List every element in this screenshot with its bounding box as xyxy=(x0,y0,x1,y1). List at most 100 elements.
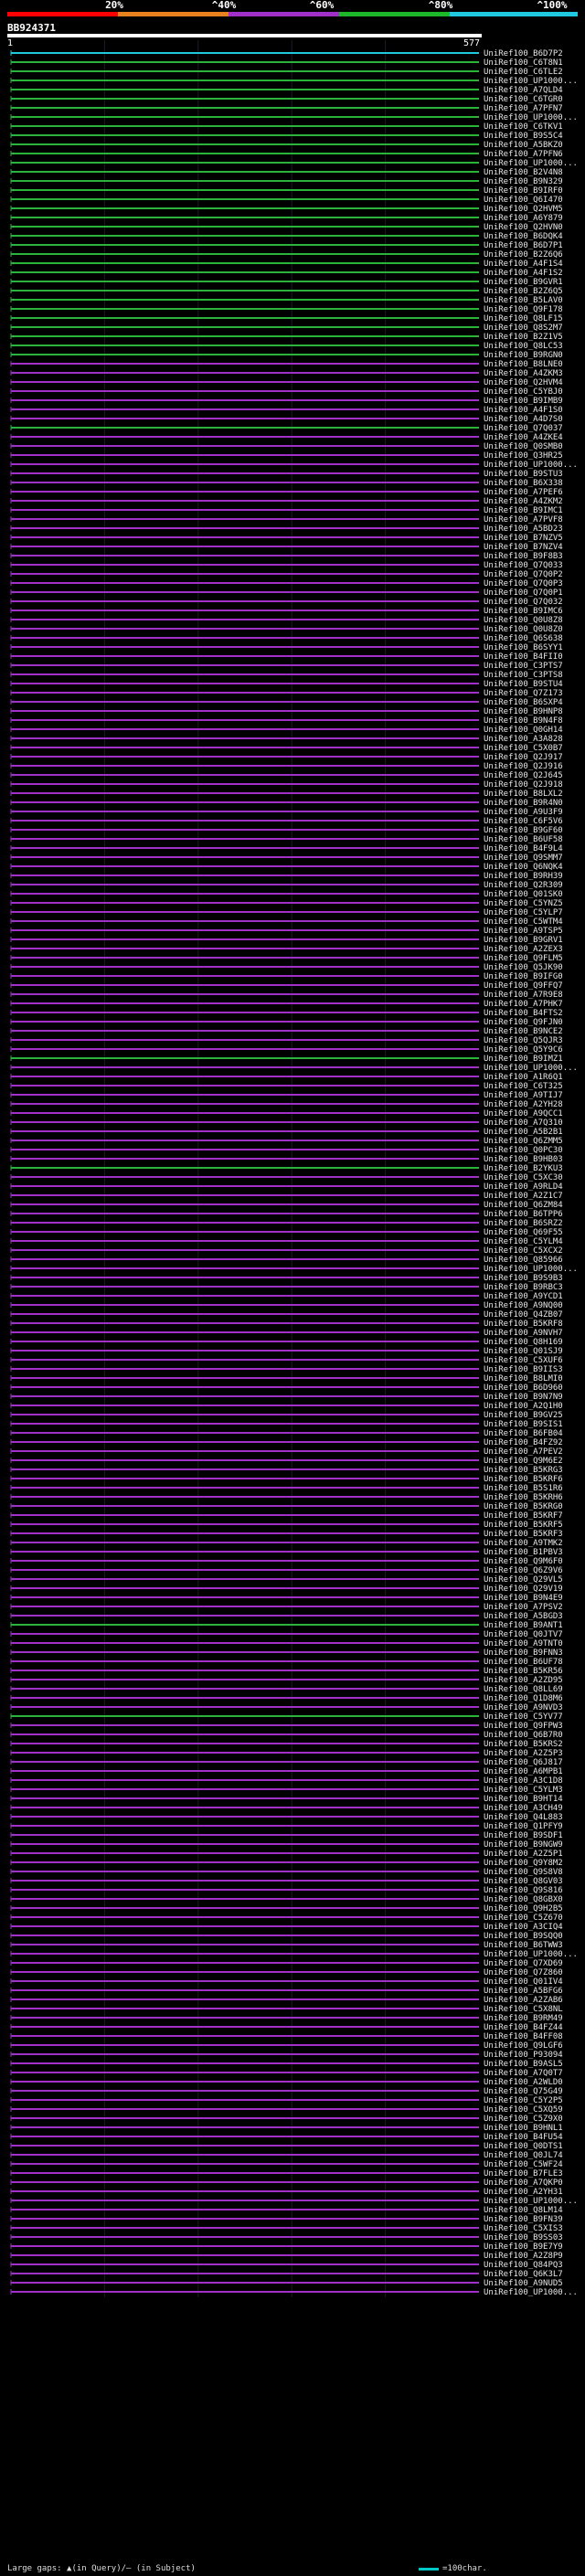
hit-label[interactable]: UniRef100_A7PSV2 xyxy=(484,1603,563,1612)
hit-label[interactable]: UniRef100_A5BFG6 xyxy=(484,1987,563,1996)
hit-label[interactable]: UniRef100_B9SS03 xyxy=(484,2233,563,2242)
hit-label[interactable]: UniRef100_Q0JL74 xyxy=(484,2151,563,2160)
hit-label[interactable]: UniRef100_B6D960 xyxy=(484,1383,563,1393)
hit-label[interactable]: UniRef100_Q6J817 xyxy=(484,1758,563,1767)
hit-label[interactable]: UniRef100_Q8S2M7 xyxy=(484,323,563,333)
hit-label[interactable]: UniRef100_A7Q0T7 xyxy=(484,2069,563,2078)
hit-label[interactable]: UniRef100_B9S9B3 xyxy=(484,1274,563,1283)
hit-label[interactable]: UniRef100_A5B2B1 xyxy=(484,1128,563,1137)
hit-label[interactable]: UniRef100_A9TMK2 xyxy=(484,1539,563,1548)
hit-label[interactable]: UniRef100_B5KRF7 xyxy=(484,1511,563,1521)
hit-label[interactable]: UniRef100_Q7Z173 xyxy=(484,689,563,698)
hit-label[interactable]: UniRef100_Q01SJ9 xyxy=(484,1347,563,1356)
hit-label[interactable]: UniRef100_A4F1S4 xyxy=(484,260,563,269)
hit-label[interactable]: UniRef100_Q8LC53 xyxy=(484,342,563,351)
hit-label[interactable]: UniRef100_A4ZKM2 xyxy=(484,497,563,506)
hit-label[interactable]: UniRef100_Q8LM14 xyxy=(484,2206,563,2215)
hit-label[interactable]: UniRef100_Q7Q0P1 xyxy=(484,588,563,598)
hit-label[interactable]: UniRef100_C6TGR0 xyxy=(484,95,563,104)
hit-label[interactable]: UniRef100_A3CH49 xyxy=(484,1804,563,1813)
hit-label[interactable]: UniRef100_A7PEF6 xyxy=(484,488,563,497)
hit-label[interactable]: UniRef100_B4F9L4 xyxy=(484,844,563,853)
hit-label[interactable]: UniRef100_B6DQK4 xyxy=(484,232,563,241)
hit-label[interactable]: UniRef100_B9RH39 xyxy=(484,872,563,881)
hit-label[interactable]: UniRef100_C5Z670 xyxy=(484,1913,563,1923)
hit-label[interactable]: UniRef100_B9HT14 xyxy=(484,1795,563,1804)
hit-label[interactable]: UniRef100_C5XIS3 xyxy=(484,2224,563,2233)
hit-label[interactable]: UniRef100_Q1D8M6 xyxy=(484,1694,563,1703)
hit-label[interactable]: UniRef100_B6TWW3 xyxy=(484,1941,563,1950)
hit-label[interactable]: UniRef100_B8LNE0 xyxy=(484,360,563,369)
hit-label[interactable]: UniRef100_A3A828 xyxy=(484,735,563,744)
hit-label[interactable]: UniRef100_Q9M6F0 xyxy=(484,1557,563,1566)
hit-label[interactable]: UniRef100_B9GF60 xyxy=(484,826,563,835)
hit-label[interactable]: UniRef100_Q0SMB0 xyxy=(484,442,563,451)
hit-label[interactable]: UniRef100_C5Y2P5 xyxy=(484,2096,563,2105)
hit-label[interactable]: UniRef100_Q5Y9C6 xyxy=(484,1045,563,1055)
hit-label[interactable]: UniRef100_Q6NQK4 xyxy=(484,863,563,872)
hit-label[interactable]: UniRef100_Q9FJN0 xyxy=(484,1018,563,1027)
hit-label[interactable]: UniRef100_B5KRF5 xyxy=(484,1521,563,1530)
hit-label[interactable]: UniRef100_A2Z8P9 xyxy=(484,2252,563,2261)
hit-label[interactable]: UniRef100_A7PFN6 xyxy=(484,150,563,159)
hit-label[interactable]: UniRef100_Q9LGF6 xyxy=(484,2041,563,2051)
hit-label[interactable]: UniRef100_Q7XD69 xyxy=(484,1959,563,1968)
hit-label[interactable]: UniRef100_B6X338 xyxy=(484,479,563,488)
hit-label[interactable]: UniRef100_A9U3F9 xyxy=(484,808,563,817)
hit-label[interactable]: UniRef100_B6UF58 xyxy=(484,835,563,844)
hit-label[interactable]: UniRef100_B7FLE3 xyxy=(484,2169,563,2178)
hit-label[interactable]: UniRef100_UP1000... xyxy=(484,1950,578,1959)
hit-label[interactable]: UniRef100_Q0PC30 xyxy=(484,1146,563,1155)
hit-label[interactable]: UniRef100_B9N4E9 xyxy=(484,1594,563,1603)
hit-label[interactable]: UniRef100_UP1000... xyxy=(484,2197,578,2206)
hit-label[interactable]: UniRef100_A7QKP0 xyxy=(484,2178,563,2188)
hit-label[interactable]: UniRef100_C5XUF6 xyxy=(484,1356,563,1365)
hit-label[interactable]: UniRef100_A4ZKE4 xyxy=(484,433,563,442)
hit-label[interactable]: UniRef100_A5BD23 xyxy=(484,525,563,534)
hit-label[interactable]: UniRef100_B9R4N0 xyxy=(484,799,563,808)
hit-label[interactable]: UniRef100_Q8GBX0 xyxy=(484,1895,563,1904)
hit-label[interactable]: UniRef100_B5KRF3 xyxy=(484,1530,563,1539)
hit-label[interactable]: UniRef100_B9IMC6 xyxy=(484,607,563,616)
hit-label[interactable]: UniRef100_C5YLM4 xyxy=(484,1237,563,1246)
hit-label[interactable]: UniRef100_B9N329 xyxy=(484,177,563,186)
hit-label[interactable]: UniRef100_Q2J917 xyxy=(484,753,563,762)
hit-label[interactable]: UniRef100_B8LMI0 xyxy=(484,1374,563,1383)
hit-label[interactable]: UniRef100_C5YLM3 xyxy=(484,1786,563,1795)
hit-label[interactable]: UniRef100_B4FF08 xyxy=(484,2032,563,2041)
hit-label[interactable]: UniRef100_B5S1R6 xyxy=(484,1484,563,1493)
hit-label[interactable]: UniRef100_B9SDF1 xyxy=(484,1831,563,1840)
hit-label[interactable]: UniRef100_A2YH31 xyxy=(484,2188,563,2197)
hit-label[interactable]: UniRef100_B9STU4 xyxy=(484,680,563,689)
hit-label[interactable]: UniRef100_Q0GH14 xyxy=(484,726,563,735)
hit-label[interactable]: UniRef100_B5LAV0 xyxy=(484,296,563,305)
hit-label[interactable]: UniRef100_Q6K3L7 xyxy=(484,2270,563,2279)
hit-label[interactable]: UniRef100_A2Z1C7 xyxy=(484,1192,563,1201)
hit-label[interactable]: UniRef100_Q9S8V8 xyxy=(484,1868,563,1877)
hit-label[interactable]: UniRef100_B6D7P1 xyxy=(484,241,563,250)
hit-label[interactable]: UniRef100_A5BGD3 xyxy=(484,1612,563,1621)
hit-label[interactable]: UniRef100_B9GV25 xyxy=(484,1411,563,1420)
hit-label[interactable]: UniRef100_B9E7Y9 xyxy=(484,2242,563,2252)
hit-label[interactable]: UniRef100_Q8GV03 xyxy=(484,1877,563,1886)
hit-label[interactable]: UniRef100_A9NQ00 xyxy=(484,1301,563,1310)
hit-label[interactable]: UniRef100_A2ZAB6 xyxy=(484,1996,563,2005)
hit-label[interactable]: UniRef100_C5XC30 xyxy=(484,1173,563,1182)
hit-label[interactable]: UniRef100_A7PEV2 xyxy=(484,1447,563,1457)
hit-label[interactable]: UniRef100_B9SQQ0 xyxy=(484,1932,563,1941)
hit-label[interactable]: UniRef100_Q7Q037 xyxy=(484,424,563,433)
hit-label[interactable]: UniRef100_C6TLE2 xyxy=(484,68,563,77)
hit-label[interactable]: UniRef100_C5XCX2 xyxy=(484,1246,563,1256)
hit-label[interactable]: UniRef100_B9ANT1 xyxy=(484,1621,563,1630)
hit-label[interactable]: UniRef100_B6SRZ2 xyxy=(484,1219,563,1228)
hit-label[interactable]: UniRef100_C6T8N1 xyxy=(484,58,563,68)
hit-label[interactable]: UniRef100_B9RGN0 xyxy=(484,351,563,360)
hit-label[interactable]: UniRef100_Q4ZB07 xyxy=(484,1310,563,1320)
hit-label[interactable]: UniRef100_A2YH28 xyxy=(484,1100,563,1109)
hit-label[interactable]: UniRef100_Q8H169 xyxy=(484,1338,563,1347)
hit-label[interactable]: UniRef100_Q9FFQ7 xyxy=(484,981,563,991)
hit-label[interactable]: UniRef100_B9IMC1 xyxy=(484,506,563,515)
hit-label[interactable]: UniRef100_Q2J916 xyxy=(484,762,563,771)
hit-label[interactable]: UniRef100_A9TNT0 xyxy=(484,1639,563,1648)
hit-label[interactable]: UniRef100_UP1000... xyxy=(484,113,578,122)
